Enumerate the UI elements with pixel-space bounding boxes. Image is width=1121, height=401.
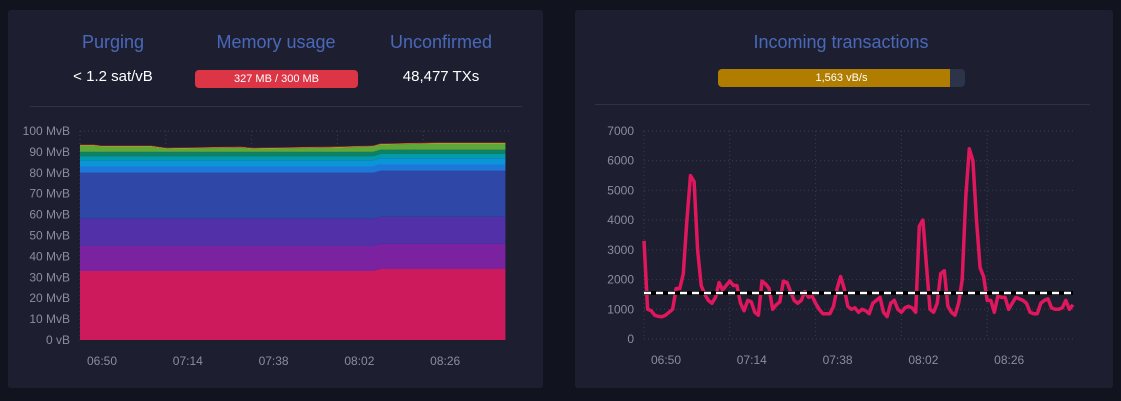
purging-value: < 1.2 sat/vB <box>73 68 153 85</box>
memory-usage-label: Memory usage <box>216 32 336 52</box>
y-tick-label: 10 MvB <box>29 312 70 326</box>
y-tick-label: 60 MvB <box>29 208 70 222</box>
y-tick-label: 100 MvB <box>23 124 70 138</box>
x-tick-label: 08:26 <box>994 353 1024 367</box>
area-series-7 <box>80 149 506 157</box>
incoming-transactions-title: Incoming transactions <box>753 32 929 52</box>
y-tick-label: 90 MvB <box>29 145 70 159</box>
x-tick-label: 07:14 <box>737 353 767 367</box>
y-tick-label: 3000 <box>607 243 634 257</box>
purging-label: Purging <box>81 32 145 52</box>
incoming-rate-bar: 1,563 vB/s <box>718 69 965 87</box>
x-tick-label: 06:50 <box>651 353 681 367</box>
area-series-9 <box>80 142 506 149</box>
x-tick-label: 07:38 <box>823 353 853 367</box>
incoming-transactions-panel: Incoming transactions 1,563 vB/s 0 1000 20… <box>575 10 1113 388</box>
unconfirmed-label: Unconfirmed <box>389 32 493 52</box>
y-tick-label: 5000 <box>607 183 634 197</box>
y-tick-label: 30 MvB <box>29 270 70 284</box>
unconfirmed-value: 48,477 TXs <box>402 68 480 85</box>
incoming-transactions-chart[interactable]: 0 1000 2000 3000 4000 5000 6000 7000 06:50 07:14 0… <box>575 10 1113 388</box>
mempool-panel: Purging < 1.2 sat/vB Memory usage 327 MB… <box>8 10 543 388</box>
area-series-0 <box>80 268 506 340</box>
mempool-size-chart[interactable]: 0 vB 10 MvB 20 MvB 30 MvB 40 MvB 50 MvB 60 MvB… <box>8 10 543 388</box>
area-series-6 <box>80 153 506 161</box>
incoming-rate-fill <box>718 69 951 87</box>
y-tick-label: 6000 <box>607 154 634 168</box>
x-tick-label: 07:38 <box>259 354 289 368</box>
area-series-3 <box>80 170 506 219</box>
y-tick-label: 0 <box>627 332 634 346</box>
x-tick-label: 08:26 <box>430 354 460 368</box>
y-tick-label: 20 MvB <box>29 291 70 305</box>
y-tick-label: 80 MvB <box>29 166 70 180</box>
y-tick-label: 4000 <box>607 213 634 227</box>
area-series-2 <box>80 216 506 246</box>
x-tick-label: 06:50 <box>87 354 117 368</box>
y-tick-label: 0 vB <box>46 333 70 347</box>
x-tick-label: 08:02 <box>344 354 374 368</box>
x-tick-label: 07:14 <box>173 354 203 368</box>
y-tick-label: 70 MvB <box>29 187 70 201</box>
y-tick-label: 40 MvB <box>29 249 70 263</box>
y-tick-label: 50 MvB <box>29 229 70 243</box>
x-tick-label: 08:02 <box>908 353 938 367</box>
divider <box>30 106 522 107</box>
area-series-1 <box>80 243 506 272</box>
incoming-rate-value: 1,563 vB/s <box>815 72 868 84</box>
memory-usage-bar: 327 MB / 300 MB <box>195 70 358 88</box>
divider <box>595 104 1090 105</box>
line-series-0 <box>642 147 1075 319</box>
y-tick-label: 1000 <box>607 302 634 316</box>
area-series-8 <box>80 143 506 152</box>
y-tick-label: 2000 <box>607 273 634 287</box>
y-tick-label: 7000 <box>607 124 634 138</box>
